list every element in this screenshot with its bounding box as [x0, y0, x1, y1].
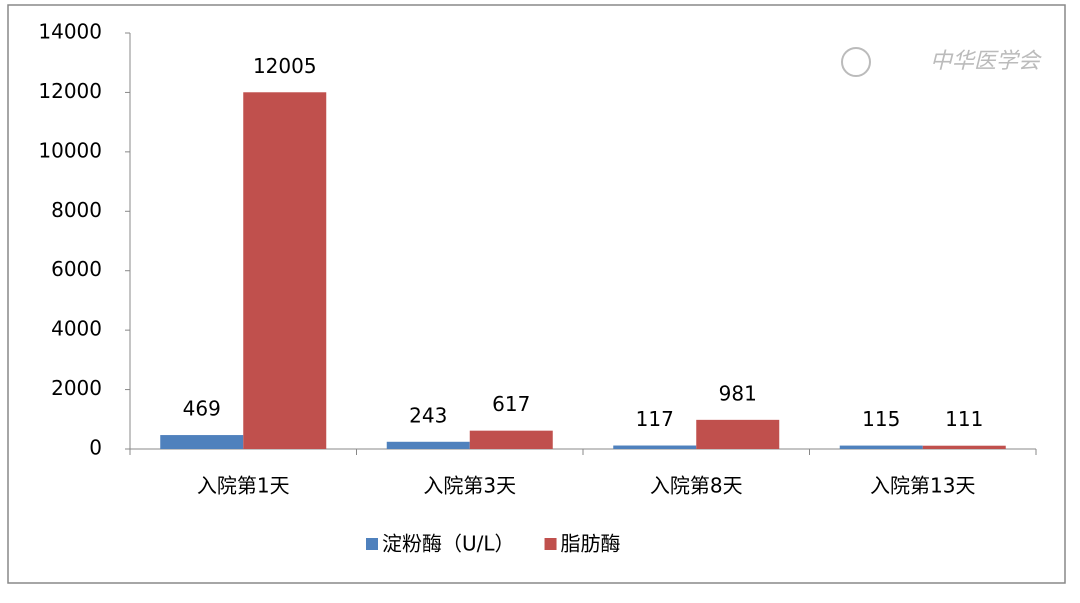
y-tick-label: 0: [89, 436, 102, 460]
x-tick-label: 入院第13天: [870, 474, 975, 498]
watermark-logo: [841, 47, 871, 77]
legend-swatch: [544, 538, 557, 550]
bar: [160, 435, 244, 449]
bar: [243, 92, 327, 449]
y-tick-label: 6000: [51, 257, 102, 281]
bar: [839, 445, 923, 449]
legend-label: 淀粉酶（U/L）: [382, 532, 515, 556]
bar: [696, 419, 780, 449]
x-tick-label: 入院第1天: [197, 474, 290, 498]
bar: [613, 445, 697, 449]
x-tick-label: 入院第8天: [650, 474, 743, 498]
bar: [386, 441, 470, 449]
bar: [469, 430, 553, 449]
y-tick-label: 8000: [51, 198, 102, 222]
y-tick-label: 4000: [51, 317, 102, 341]
chart-frame: [7, 4, 1066, 584]
bar: [922, 445, 1006, 449]
data-label: 617: [492, 392, 530, 416]
y-tick-label: 14000: [38, 20, 102, 44]
watermark: 中华医学会: [930, 49, 1042, 74]
legend-swatch: [366, 538, 378, 550]
y-tick-label: 10000: [38, 138, 102, 162]
x-tick-label: 入院第3天: [423, 474, 516, 498]
y-tick-label: 2000: [51, 376, 102, 400]
data-label: 117: [636, 407, 674, 431]
data-label: 469: [183, 397, 221, 421]
data-label: 111: [945, 407, 983, 431]
data-label: 243: [409, 403, 447, 427]
y-tick-label: 12000: [38, 79, 102, 103]
data-label: 981: [719, 381, 757, 405]
data-label: 115: [862, 407, 900, 431]
legend-label: 脂肪酶: [561, 532, 621, 556]
data-label: 12005: [253, 54, 317, 78]
